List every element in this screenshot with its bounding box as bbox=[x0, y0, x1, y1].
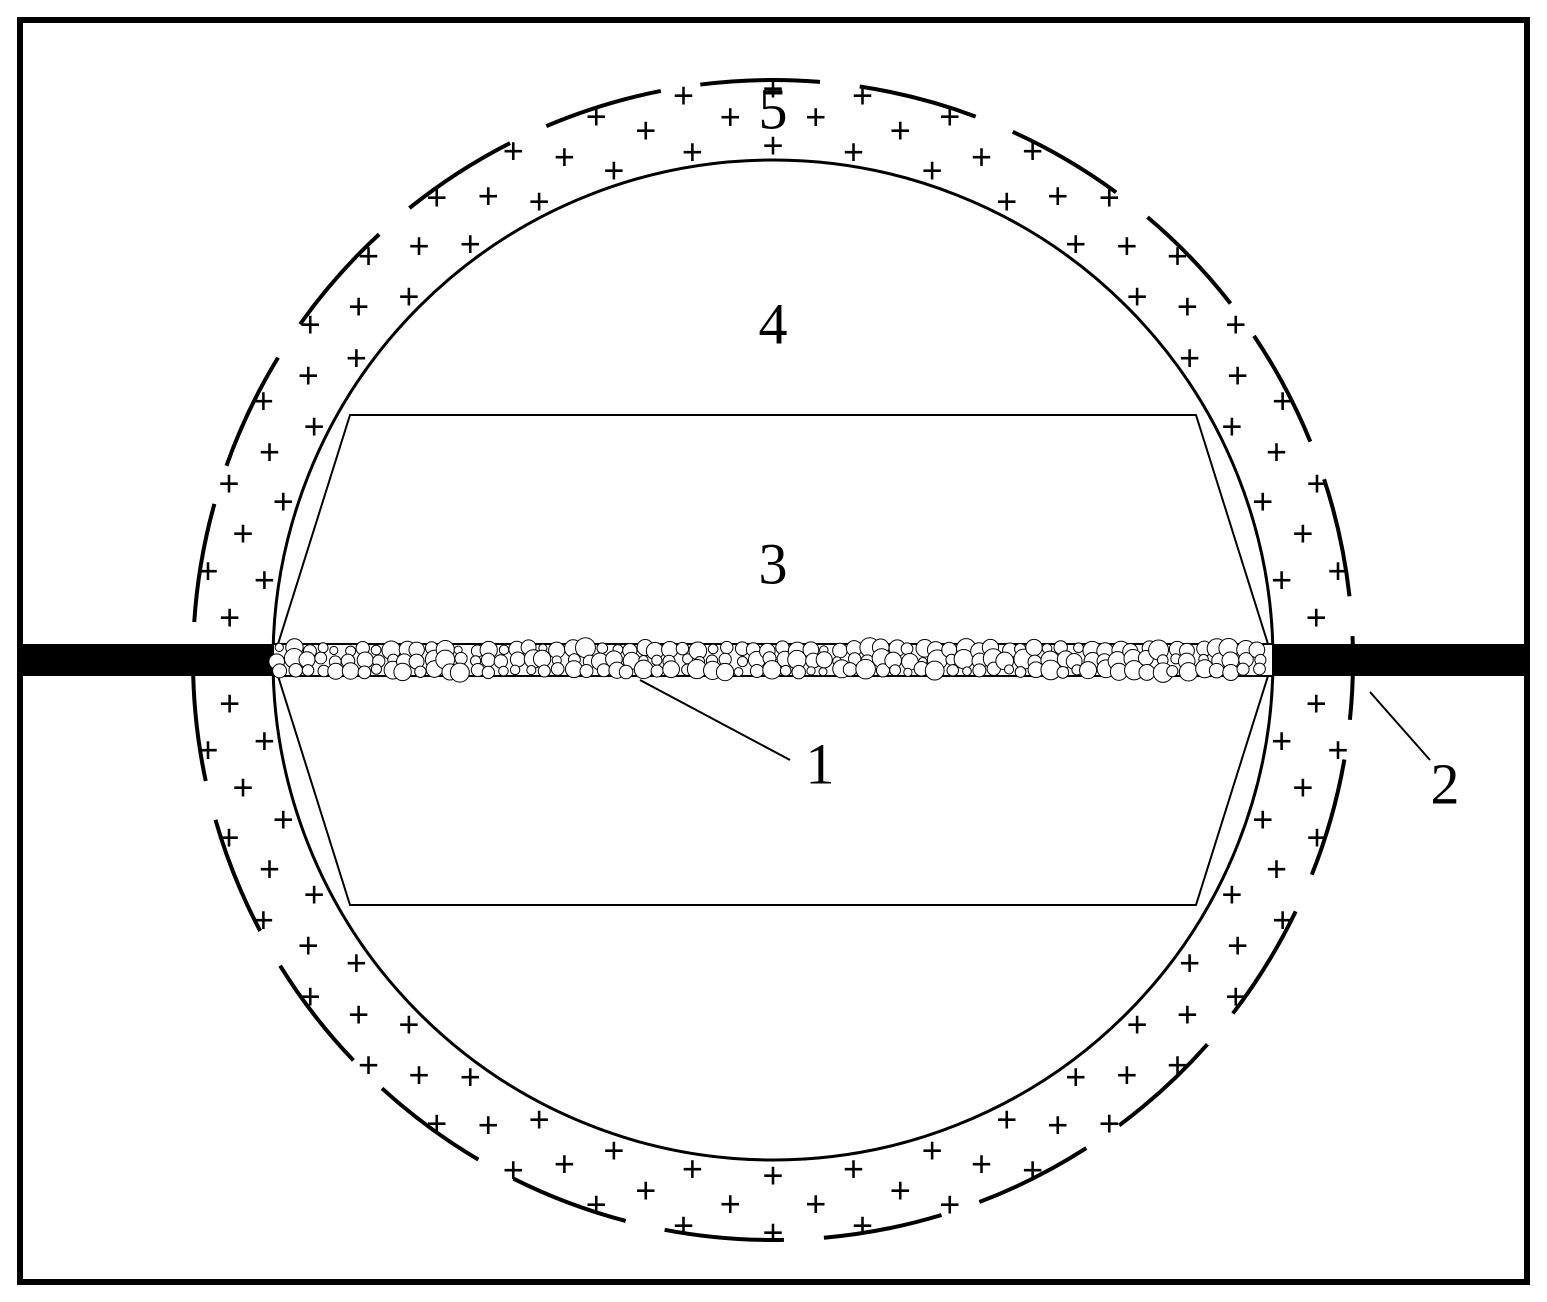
label-3: 3 bbox=[759, 531, 788, 596]
svg-text:+: + bbox=[939, 95, 960, 136]
svg-text:+: + bbox=[1225, 976, 1246, 1017]
svg-text:+: + bbox=[233, 512, 254, 553]
svg-text:+: + bbox=[852, 75, 873, 116]
svg-text:+: + bbox=[1292, 512, 1313, 553]
svg-text:+: + bbox=[1225, 303, 1246, 344]
label-1: 1 bbox=[806, 731, 835, 796]
svg-text:+: + bbox=[300, 303, 321, 344]
svg-text:+: + bbox=[1227, 924, 1248, 965]
svg-text:+: + bbox=[253, 899, 274, 940]
svg-text:+: + bbox=[554, 136, 575, 177]
svg-text:+: + bbox=[1271, 559, 1292, 600]
svg-text:+: + bbox=[554, 1143, 575, 1184]
svg-text:+: + bbox=[890, 1169, 911, 1210]
svg-text:+: + bbox=[233, 767, 254, 808]
svg-text:+: + bbox=[358, 235, 379, 276]
svg-text:+: + bbox=[409, 1054, 430, 1095]
svg-text:+: + bbox=[304, 873, 325, 914]
svg-text:+: + bbox=[1221, 873, 1242, 914]
label-4: 4 bbox=[759, 291, 788, 356]
svg-text:+: + bbox=[218, 463, 239, 504]
svg-text:+: + bbox=[1306, 463, 1327, 504]
svg-text:+: + bbox=[1306, 682, 1327, 723]
svg-text:+: + bbox=[1252, 799, 1273, 840]
svg-text:+: + bbox=[298, 355, 319, 396]
svg-text:+: + bbox=[1177, 993, 1198, 1034]
svg-text:+: + bbox=[1177, 286, 1198, 327]
svg-text:+: + bbox=[1252, 480, 1273, 521]
svg-text:+: + bbox=[1306, 597, 1327, 638]
svg-text:+: + bbox=[218, 816, 239, 857]
svg-text:+: + bbox=[426, 1102, 447, 1143]
svg-text:+: + bbox=[1327, 729, 1348, 770]
svg-text:+: + bbox=[273, 480, 294, 521]
svg-text:+: + bbox=[478, 1104, 499, 1145]
svg-text:+: + bbox=[198, 550, 219, 591]
svg-text:+: + bbox=[1022, 130, 1043, 171]
svg-text:+: + bbox=[1306, 816, 1327, 857]
svg-text:+: + bbox=[1047, 1104, 1068, 1145]
svg-text:+: + bbox=[503, 130, 524, 171]
svg-text:+: + bbox=[1167, 1044, 1188, 1085]
svg-text:+: + bbox=[409, 225, 430, 266]
svg-text:+: + bbox=[1227, 355, 1248, 396]
svg-text:+: + bbox=[720, 1183, 741, 1224]
svg-text:+: + bbox=[805, 96, 826, 137]
svg-text:+: + bbox=[1221, 406, 1242, 447]
svg-text:+: + bbox=[1271, 720, 1292, 761]
label-2: 2 bbox=[1431, 751, 1460, 816]
svg-text:+: + bbox=[253, 380, 274, 421]
horizontal-bar-right bbox=[1273, 644, 1527, 676]
svg-text:+: + bbox=[1266, 431, 1287, 472]
svg-text:+: + bbox=[503, 1149, 524, 1190]
svg-text:+: + bbox=[478, 175, 499, 216]
svg-text:+: + bbox=[1292, 767, 1313, 808]
svg-text:+: + bbox=[348, 993, 369, 1034]
svg-text:+: + bbox=[259, 431, 280, 472]
svg-text:+: + bbox=[254, 559, 275, 600]
svg-text:+: + bbox=[852, 1204, 873, 1245]
svg-text:+: + bbox=[300, 976, 321, 1017]
svg-text:+: + bbox=[1047, 175, 1068, 216]
svg-text:+: + bbox=[939, 1184, 960, 1225]
svg-text:+: + bbox=[254, 720, 275, 761]
svg-text:+: + bbox=[805, 1183, 826, 1224]
svg-text:+: + bbox=[890, 110, 911, 151]
svg-text:+: + bbox=[1022, 1149, 1043, 1190]
svg-text:+: + bbox=[304, 406, 325, 447]
svg-text:+: + bbox=[1266, 848, 1287, 889]
svg-text:+: + bbox=[673, 1204, 694, 1245]
horizontal-bar-left bbox=[20, 644, 273, 676]
svg-text:+: + bbox=[1116, 225, 1137, 266]
svg-text:+: + bbox=[1099, 1102, 1120, 1143]
svg-text:+: + bbox=[971, 136, 992, 177]
svg-text:+: + bbox=[259, 848, 280, 889]
svg-text:+: + bbox=[635, 1169, 656, 1210]
svg-text:+: + bbox=[298, 924, 319, 965]
bubble-band-pebbles bbox=[269, 638, 1266, 683]
svg-text:+: + bbox=[762, 1212, 783, 1253]
svg-text:+: + bbox=[673, 75, 694, 116]
svg-text:+: + bbox=[1099, 177, 1120, 218]
label-5: 5 bbox=[759, 76, 788, 141]
svg-text:+: + bbox=[273, 799, 294, 840]
svg-text:+: + bbox=[219, 597, 240, 638]
svg-text:+: + bbox=[1272, 380, 1293, 421]
svg-text:+: + bbox=[971, 1143, 992, 1184]
svg-text:+: + bbox=[720, 96, 741, 137]
svg-text:+: + bbox=[586, 95, 607, 136]
svg-text:+: + bbox=[219, 682, 240, 723]
svg-text:+: + bbox=[1167, 235, 1188, 276]
svg-text:+: + bbox=[1272, 899, 1293, 940]
svg-text:+: + bbox=[426, 177, 447, 218]
svg-text:+: + bbox=[1116, 1054, 1137, 1095]
svg-text:+: + bbox=[635, 110, 656, 151]
svg-text:+: + bbox=[358, 1044, 379, 1085]
svg-text:+: + bbox=[198, 729, 219, 770]
svg-text:+: + bbox=[348, 286, 369, 327]
svg-text:+: + bbox=[1327, 550, 1348, 591]
svg-text:+: + bbox=[586, 1184, 607, 1225]
